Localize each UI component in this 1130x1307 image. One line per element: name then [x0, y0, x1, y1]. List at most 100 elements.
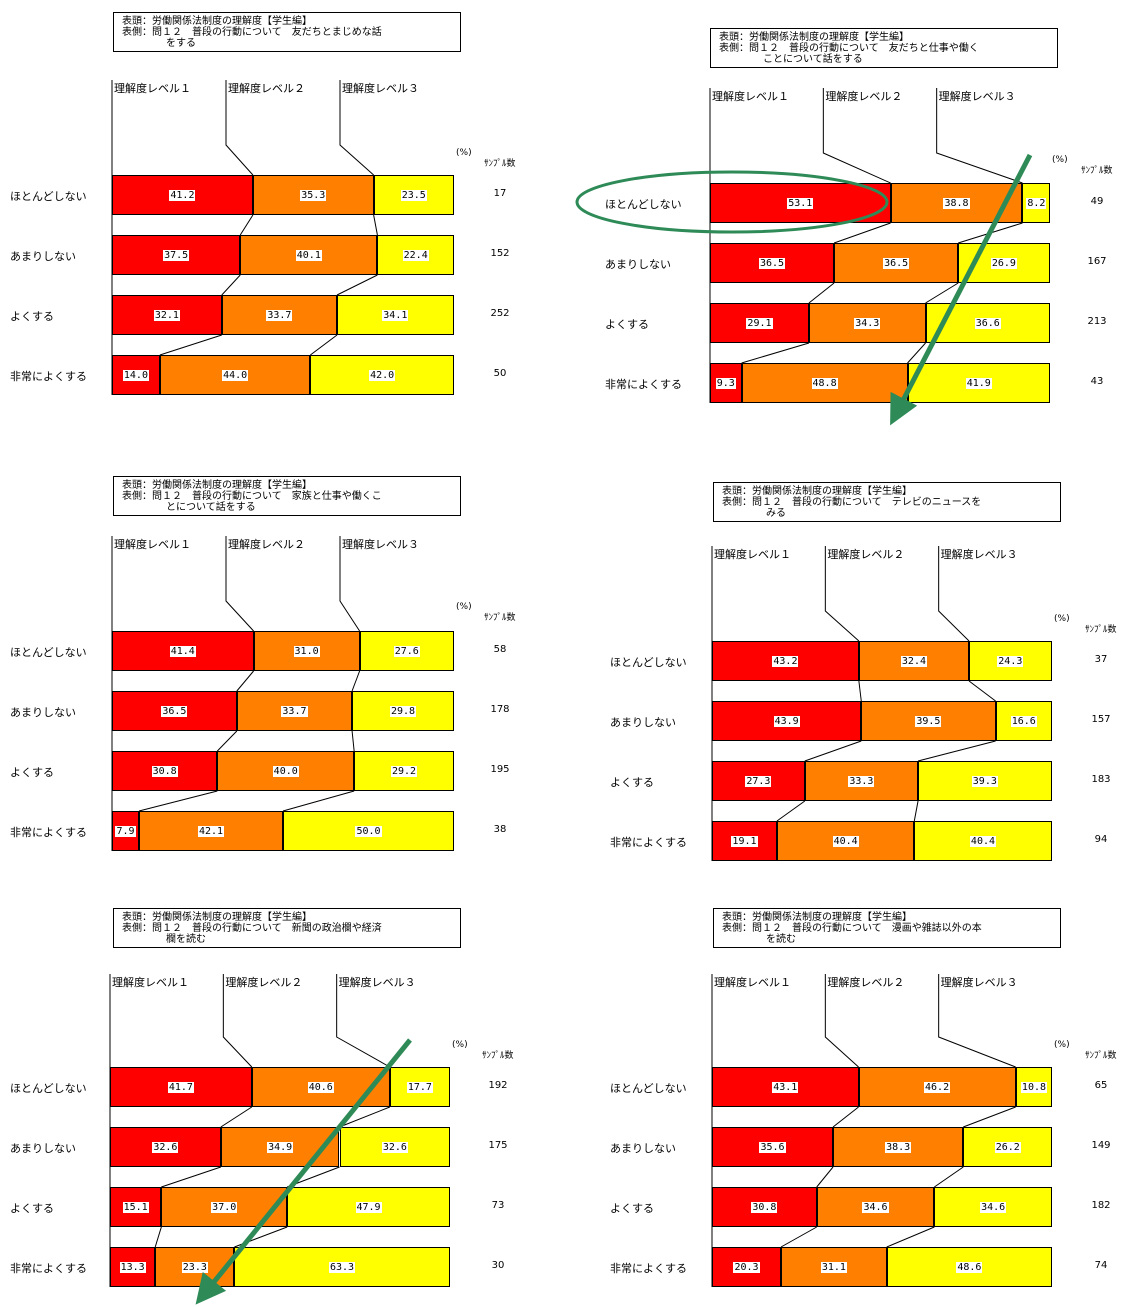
data-label: 39.3 — [971, 775, 998, 787]
sample-size-value: 178 — [490, 704, 510, 715]
bar-segment-level-1: 41.2 — [112, 175, 253, 215]
connector-line — [804, 740, 862, 762]
level-header-label: 理解度レベル２ — [827, 548, 905, 561]
bar-segment-level-2: 44.0 — [159, 355, 311, 395]
bar-segment-level-3: 40.4 — [914, 821, 1052, 861]
bar-segment-level-1: 41.7 — [110, 1067, 252, 1107]
connector-line — [963, 1106, 1016, 1128]
data-label: 26.2 — [994, 1141, 1021, 1153]
sample-size-value: 94 — [1094, 834, 1108, 845]
sample-size-value: 49 — [1090, 196, 1104, 207]
connector-line — [741, 342, 810, 364]
data-label: 40.4 — [832, 835, 859, 847]
bar-segment-level-1: 20.3 — [712, 1247, 782, 1287]
connector-line — [968, 680, 996, 702]
connector-line — [780, 1226, 817, 1248]
data-label: 8.2 — [1026, 197, 1047, 209]
chart-title-line: 表頭：労働関係法制度の理解度【学生編】 — [719, 32, 909, 43]
percent-unit-label: (%) — [456, 148, 472, 158]
data-label: 46.2 — [924, 1081, 951, 1093]
data-label: 20.3 — [733, 1261, 760, 1273]
data-label: 30.8 — [751, 1201, 778, 1213]
data-label: 33.7 — [266, 309, 293, 321]
connector-line — [934, 1166, 964, 1188]
bar-segment-level-2: 39.5 — [861, 701, 996, 741]
bar-segment-level-1: 43.9 — [712, 701, 862, 741]
connector-line — [373, 214, 378, 236]
chart-panel: 表頭：労働関係法制度の理解度【学生編】 表側：問１２ 普段の行動について 友だちと… — [0, 0, 560, 430]
chart-title-box: 表頭：労働関係法制度の理解度【学生編】 表側：問１２ 普段の行動について 友だちと… — [710, 28, 1058, 68]
category-label: よくする — [610, 1202, 654, 1215]
level-header-label: 理解度レベル３ — [338, 976, 416, 989]
data-label: 40.4 — [969, 835, 997, 847]
chart-title-line: 表側：問１２ 普段の行動について 漫画や雑誌以外の本 — [722, 923, 982, 934]
data-label: 43.9 — [773, 715, 800, 727]
bar-segment-level-3: 41.9 — [907, 363, 1050, 403]
connector-line — [154, 1226, 162, 1248]
data-label: 32.4 — [900, 655, 927, 667]
sample-size-header: ｻﾝﾌﾟﾙ数 — [1085, 625, 1117, 635]
data-label: 34.6 — [980, 1201, 1007, 1213]
bar-segment-level-2: 42.1 — [139, 811, 283, 851]
category-label: ほとんどしない — [10, 1082, 87, 1095]
sample-size-value: 50 — [493, 368, 507, 379]
data-label: 40.0 — [272, 765, 299, 777]
connector-line — [351, 670, 361, 692]
bar-segment-level-3: 63.3 — [234, 1247, 450, 1287]
category-label: あまりしない — [605, 258, 671, 271]
sample-size-value: 38 — [493, 824, 507, 835]
chart-title-box: 表頭：労働関係法制度の理解度【学生編】 表側：問１２ 普段の行動について 家族と仕… — [113, 476, 461, 516]
data-label: 44.0 — [222, 369, 249, 381]
category-label: ほとんどしない — [610, 1082, 687, 1095]
bar-segment-level-2: 34.9 — [220, 1127, 340, 1167]
category-label: ほとんどしない — [605, 198, 682, 211]
level-header-label: 理解度レベル１ — [714, 548, 791, 561]
data-label: 34.6 — [862, 1201, 889, 1213]
connector-line — [917, 740, 996, 762]
chart-title-line: をする — [166, 38, 196, 49]
connector-line — [221, 274, 241, 296]
bar-segment-level-1: 27.3 — [712, 761, 805, 801]
level-header-label: 理解度レベル２ — [825, 90, 903, 103]
sample-size-header: ｻﾝﾌﾟﾙ数 — [484, 613, 516, 623]
bar-segment-level-2: 40.1 — [240, 235, 378, 275]
data-label: 35.3 — [300, 189, 327, 201]
data-label: 23.5 — [400, 189, 427, 201]
chart-title-line: 表頭：労働関係法制度の理解度【学生編】 — [722, 486, 912, 497]
bar-segment-level-3: 42.0 — [310, 355, 454, 395]
data-label: 48.8 — [811, 377, 838, 389]
bar-segment-level-3: 48.6 — [886, 1247, 1052, 1287]
sample-size-header: ｻﾝﾌﾟﾙ数 — [1081, 166, 1113, 176]
data-label: 39.5 — [915, 715, 942, 727]
level-header-label: 理解度レベル２ — [225, 976, 303, 989]
data-label: 9.3 — [715, 377, 736, 389]
data-label: 33.3 — [848, 775, 875, 787]
connector-line — [351, 730, 355, 752]
bar-segment-level-2: 31.0 — [253, 631, 360, 671]
data-label: 36.5 — [161, 705, 188, 717]
bar-segment-level-3: 26.2 — [963, 1127, 1053, 1167]
level-header-label: 理解度レベル２ — [228, 82, 305, 95]
data-label: 26.9 — [990, 257, 1017, 269]
chart-title-line: を読む — [766, 934, 796, 945]
bar-segment-level-1: 9.3 — [710, 363, 742, 403]
bar-segment-level-1: 37.5 — [112, 235, 241, 275]
connector-line — [858, 680, 862, 702]
category-label: 非常によくする — [10, 370, 87, 383]
sample-size-value: 37 — [1094, 654, 1108, 665]
data-label: 41.7 — [167, 1081, 194, 1093]
level-header-label: 理解度レベル１ — [714, 976, 791, 989]
bar-segment-level-2: 40.0 — [217, 751, 355, 791]
bar-segment-level-3: 29.8 — [352, 691, 454, 731]
data-label: 7.9 — [115, 825, 136, 837]
data-label: 37.5 — [163, 249, 190, 261]
level-header-label: 理解度レベル３ — [342, 538, 419, 551]
data-label: 40.6 — [307, 1081, 334, 1093]
category-label: あまりしない — [610, 1142, 676, 1155]
data-label: 33.7 — [281, 705, 308, 717]
bar-segment-level-2: 48.8 — [741, 363, 908, 403]
bar-segment-level-2: 35.3 — [252, 175, 374, 215]
data-label: 23.3 — [181, 1261, 208, 1273]
data-label: 34.1 — [382, 309, 409, 321]
data-label: 16.6 — [1010, 715, 1037, 727]
